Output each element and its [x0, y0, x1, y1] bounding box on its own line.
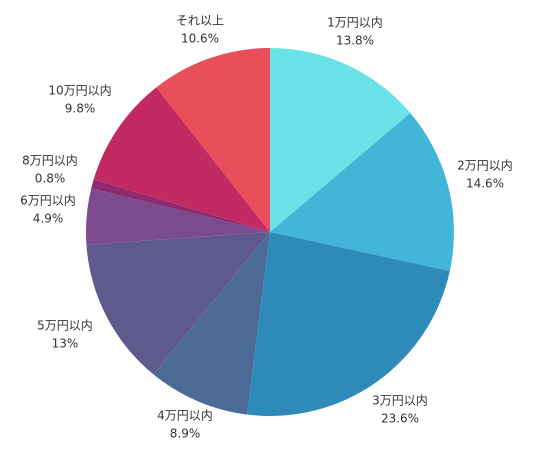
pie-slice — [86, 188, 270, 245]
pie-slice — [156, 48, 270, 232]
slice-value-label: 13% — [52, 337, 79, 351]
pie-slice — [270, 48, 411, 232]
slice-label: それ以上 — [176, 14, 224, 28]
pie-slice — [270, 112, 454, 272]
slice-label: 6万円以内 — [20, 194, 76, 208]
slice-value-label: 9.8% — [65, 102, 96, 116]
slice-value-label: 10.6% — [181, 32, 219, 46]
slice-value-label: 13.8% — [336, 34, 374, 48]
slice-label: 3万円以内 — [372, 394, 428, 408]
pie-slice — [91, 179, 271, 232]
pie-slice — [246, 232, 450, 417]
slice-value-label: 14.6% — [466, 177, 504, 191]
slice-label: 1万円以内 — [327, 16, 383, 30]
slice-label: 10万円以内 — [48, 84, 111, 98]
slice-value-label: 0.8% — [35, 172, 66, 186]
slice-label: 2万円以内 — [457, 159, 513, 173]
slice-label: 8万円以内 — [22, 154, 78, 168]
slice-value-label: 8.9% — [170, 427, 201, 441]
slice-value-label: 23.6% — [381, 412, 419, 426]
pie-slice — [93, 87, 270, 232]
slice-value-label: 4.9% — [33, 212, 64, 226]
slice-label: 4万円以内 — [157, 409, 213, 423]
slice-label: 5万円以内 — [37, 319, 93, 333]
pie-slice — [153, 232, 270, 415]
pie-slice — [86, 232, 270, 375]
